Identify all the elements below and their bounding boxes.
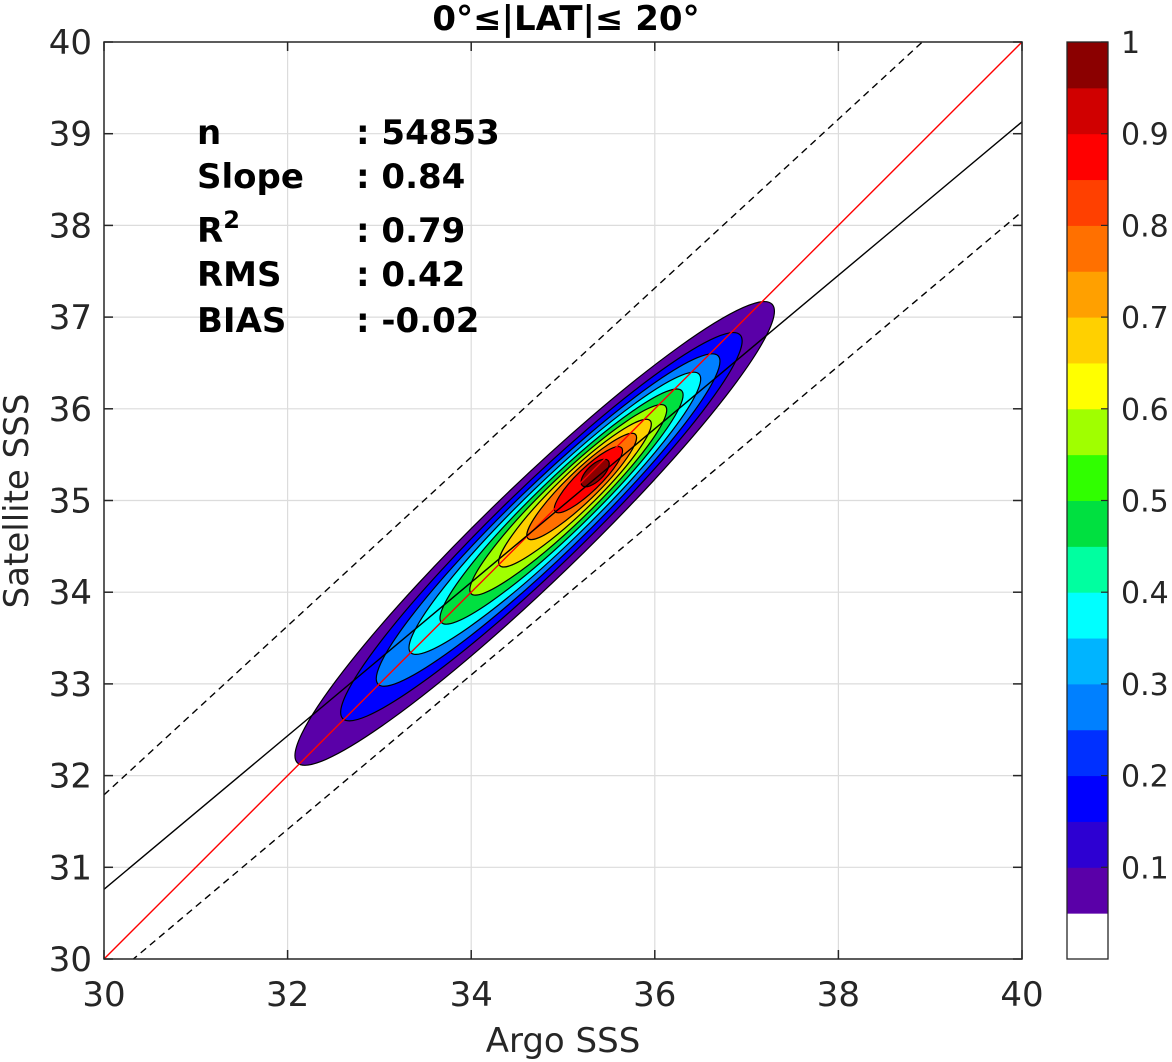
chart-title: 0°≤|LAT|≤ 20° bbox=[432, 0, 699, 39]
x-tick-label-0: 30 bbox=[82, 975, 125, 1015]
colorbar-label-0: 0.1 bbox=[1121, 851, 1169, 886]
y-tick-labels: 30 31 32 33 34 35 36 37 38 39 40 bbox=[49, 23, 92, 980]
colorbar-segment-8 bbox=[1067, 546, 1108, 593]
colorbar-segment-12 bbox=[1067, 362, 1108, 410]
y-tick-label-5: 35 bbox=[49, 482, 92, 522]
colorbar-segment-7 bbox=[1067, 592, 1108, 639]
colorbar-segment-15 bbox=[1067, 225, 1108, 272]
colorbar-segment-14 bbox=[1067, 271, 1108, 318]
reference-lines bbox=[104, 42, 1022, 959]
colorbar-segment-2 bbox=[1067, 821, 1108, 868]
contour-level-9 bbox=[580, 458, 610, 488]
stat-value-3: : 0.42 bbox=[356, 255, 465, 295]
stat-value-1: : 0.84 bbox=[356, 157, 465, 197]
colorbar-tick-labels: 0.1 0.2 0.3 0.4 0.5 0.6 0.7 0.8 0.9 1 bbox=[1101, 26, 1169, 886]
colorbar-segment-1 bbox=[1067, 867, 1108, 914]
y-tick-label-7: 37 bbox=[49, 298, 92, 338]
y-tick-label-6: 36 bbox=[49, 390, 92, 430]
one-to-one-line bbox=[104, 42, 1022, 959]
y-tick-label-1: 31 bbox=[49, 848, 92, 888]
y-tick-label-9: 39 bbox=[49, 115, 92, 155]
x-tick-label-3: 36 bbox=[633, 975, 676, 1015]
stat-value-2: : 0.79 bbox=[356, 211, 465, 251]
stat-label-sup: 2 bbox=[223, 206, 240, 234]
stat-label-3: RMS bbox=[197, 255, 282, 295]
colorbar-segment-17 bbox=[1067, 133, 1108, 181]
x-tick-labels: 30 32 34 36 38 40 bbox=[82, 975, 1043, 1015]
y-tick-label-8: 38 bbox=[49, 206, 92, 246]
stat-label-1: Slope bbox=[197, 157, 304, 197]
x-tick-label-2: 34 bbox=[450, 975, 493, 1015]
colorbar-segment-19 bbox=[1067, 42, 1108, 89]
grid-lines bbox=[104, 42, 1022, 959]
y-axis-label: Satellite SSS bbox=[0, 394, 37, 609]
stat-label-4: BIAS bbox=[197, 301, 286, 341]
density-contours bbox=[294, 301, 775, 766]
upper-bound-line bbox=[104, 42, 924, 796]
colorbar-segment-18 bbox=[1067, 87, 1108, 135]
colorbar-segment-13 bbox=[1067, 317, 1108, 364]
y-tick-label-0: 30 bbox=[49, 940, 92, 980]
x-tick-label-4: 38 bbox=[817, 975, 860, 1015]
y-tick-label-2: 32 bbox=[49, 757, 92, 797]
colorbar-label-8: 0.9 bbox=[1121, 118, 1169, 153]
colorbar-segment-3 bbox=[1067, 775, 1108, 822]
colorbar-label-9: 1 bbox=[1121, 26, 1140, 61]
regression-line bbox=[104, 121, 1022, 890]
x-tick-label-5: 40 bbox=[1000, 975, 1043, 1015]
colorbar-segment-5 bbox=[1067, 683, 1108, 731]
lower-bound-line bbox=[132, 211, 1022, 959]
colorbar-label-4: 0.5 bbox=[1121, 485, 1169, 520]
stat-value-0: : 54853 bbox=[356, 113, 500, 153]
colorbar-label-1: 0.2 bbox=[1121, 760, 1169, 795]
x-axis-label: Argo SSS bbox=[486, 1021, 641, 1061]
stat-value-4: : -0.02 bbox=[356, 301, 479, 341]
colorbar-segment-0 bbox=[1067, 913, 1108, 960]
y-tick-label-4: 34 bbox=[49, 573, 92, 613]
colorbar-segment-10 bbox=[1067, 454, 1108, 501]
colorbar-segment-11 bbox=[1067, 408, 1108, 456]
colorbar-segment-16 bbox=[1067, 179, 1108, 226]
stat-label-0: n bbox=[197, 113, 221, 153]
colorbar-label-7: 0.8 bbox=[1121, 209, 1169, 244]
y-tick-label-3: 33 bbox=[49, 665, 92, 705]
axis-ticks bbox=[103, 41, 1023, 960]
y-tick-label-10: 40 bbox=[49, 23, 92, 63]
colorbar-label-3: 0.4 bbox=[1121, 576, 1169, 611]
colorbar-segment-4 bbox=[1067, 729, 1108, 777]
colorbar-segment-9 bbox=[1067, 500, 1108, 547]
colorbar-label-2: 0.3 bbox=[1121, 668, 1169, 703]
colorbar-segment-6 bbox=[1067, 638, 1108, 685]
colorbar-label-5: 0.6 bbox=[1121, 393, 1169, 428]
x-tick-label-1: 32 bbox=[266, 975, 309, 1015]
colorbar-label-6: 0.7 bbox=[1121, 301, 1169, 336]
